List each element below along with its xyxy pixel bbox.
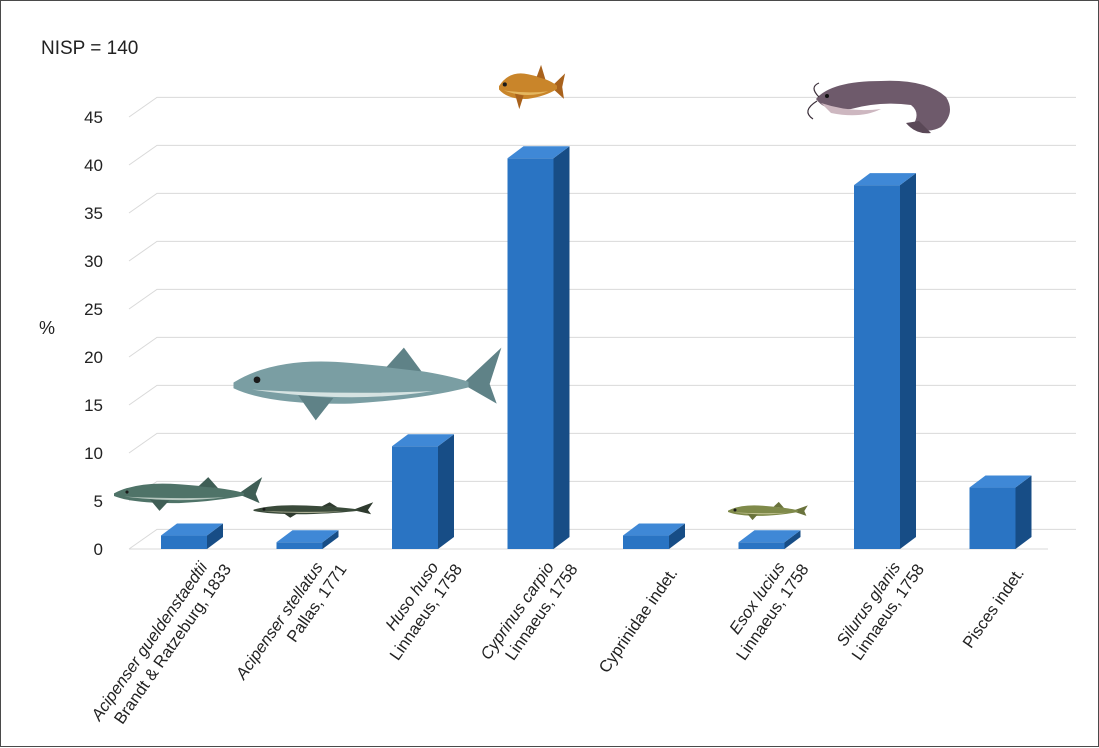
bar-front [969,487,1016,549]
bar [623,523,685,549]
grid-line [128,288,1076,310]
bar-top [276,530,339,543]
grid-line [128,192,1076,214]
y-tick-label: 10 [84,444,103,463]
bar-side [900,173,916,549]
bar-side [322,530,339,549]
bar-front [623,535,669,549]
y-tick-label: 30 [84,252,103,271]
y-tick-label: 15 [84,396,103,415]
x-tick-label: Cyprinidae indet. [596,565,682,677]
carp-icon [499,64,566,110]
x-tick-label: Cyprinus carpioLinnaeus, 1758 [477,549,581,675]
bar-front [392,446,438,549]
bar-side [669,523,685,549]
x-tick-label: Acipenser gueldenstaedtiiBrandt & Ratzeb… [88,549,235,737]
bar-front [738,542,785,549]
bar-side [207,523,223,549]
bars [161,146,1032,549]
grid-line [128,240,1076,262]
grid-lines [128,96,1076,550]
bar-top [854,173,916,186]
bar [161,523,223,549]
y-tick-label: 40 [84,156,103,175]
bar-top [969,475,1032,488]
x-tick-label: Huso husoLinnaeus, 1758 [370,549,466,664]
grid-line [128,528,1076,550]
bar-front [161,535,207,549]
y-tick-labels: 0 5 10 15 20 25 30 35 40 45 [84,108,103,559]
beluga-icon [233,347,502,421]
y-tick-label: 0 [94,540,103,559]
bar [854,173,916,549]
x-tick-label: Acipenser stellatusPallas, 1771 [232,549,351,695]
pike-icon [728,501,808,521]
x-tick-label: Pisces indet. [959,565,1027,652]
grid-line [128,480,1076,502]
bar-side [1015,475,1032,549]
bar [969,475,1032,549]
stellate-sturgeon-icon [253,502,374,518]
bar-top [392,434,454,447]
bar-front [276,542,323,549]
grid-line [128,336,1076,358]
y-tick-label: 45 [84,108,103,127]
x-tick-labels: Acipenser gueldenstaedtiiBrandt & Ratzeb… [88,549,1028,737]
grid-line [128,144,1076,166]
bar-top [738,530,801,543]
x-tick-label: Esox luciusLinnaeus, 1758 [716,549,812,664]
grid-line [128,432,1076,454]
bar [392,434,454,549]
bar-top [507,146,570,159]
fish-illustrations [114,64,950,521]
bar [738,530,801,549]
bar-front [854,185,900,549]
catfish-icon [807,80,950,134]
sturgeon-icon [114,477,263,511]
x-tick-label: Silurus glanisLinnaeus, 1758 [832,549,928,664]
grid-line [128,96,1076,118]
y-tick-label: 35 [84,204,103,223]
bar-top [161,523,223,536]
y-axis-label: % [39,318,55,338]
y-tick-label: 20 [84,348,103,367]
bar-top [623,523,685,536]
y-tick-label: 25 [84,300,103,319]
bar [507,146,570,549]
bar-side [784,530,801,549]
nisp-annotation: NISP = 140 [41,38,138,59]
y-tick-label: 5 [94,492,103,511]
bar-front [507,158,554,549]
bar [276,530,339,549]
bar-side [553,146,570,549]
grid-line [128,384,1076,406]
bar-side [438,434,454,549]
